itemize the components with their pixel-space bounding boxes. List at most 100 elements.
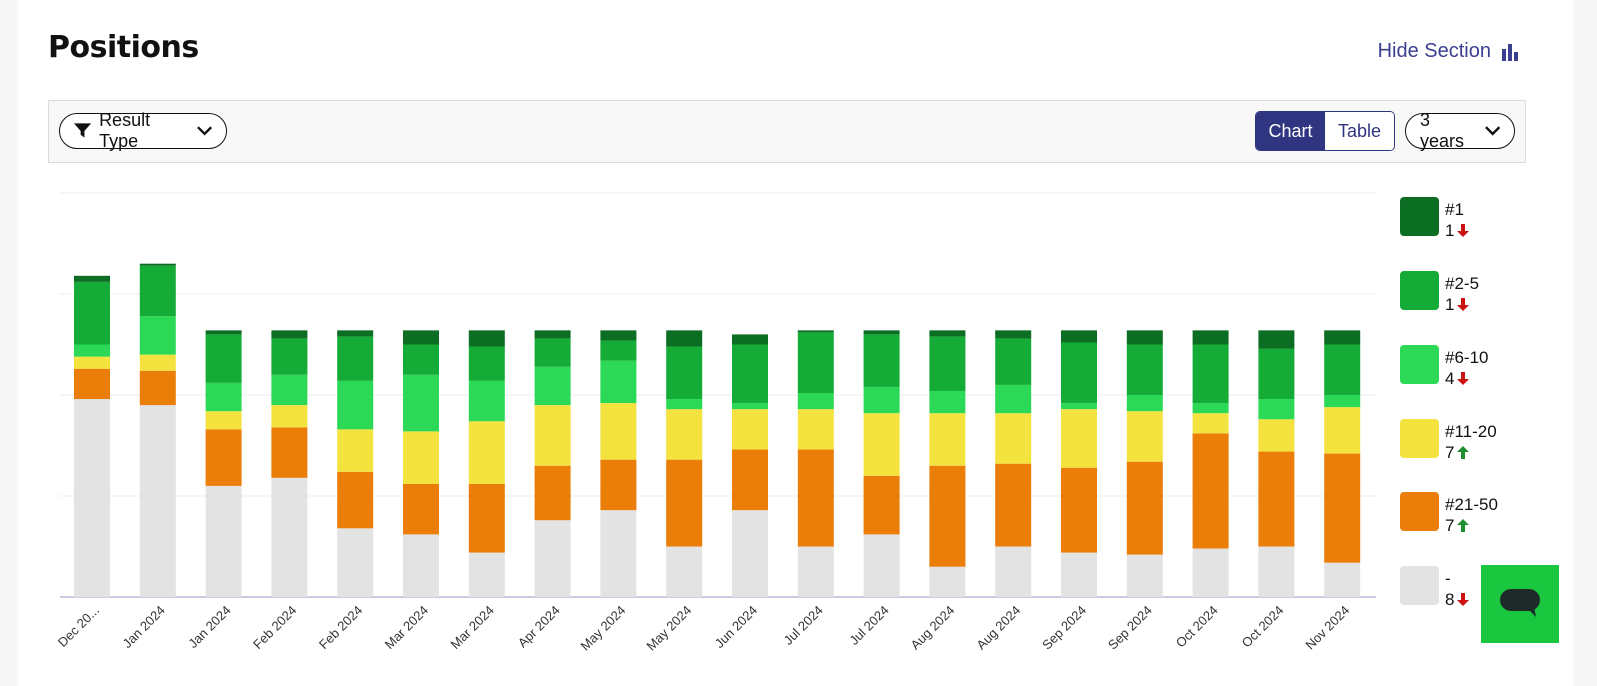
bar-segment[interactable] <box>1258 546 1295 598</box>
bar-segment[interactable] <box>205 330 242 335</box>
bar-segment[interactable] <box>468 552 505 597</box>
bar-segment[interactable] <box>863 475 900 535</box>
bar-segment[interactable] <box>337 330 374 337</box>
bar-segment[interactable] <box>1258 451 1295 547</box>
bar-segment[interactable] <box>863 334 900 387</box>
result-type-filter[interactable]: Result Type <box>59 110 227 151</box>
bar-segment[interactable] <box>271 477 308 597</box>
bar-segment[interactable] <box>600 360 637 404</box>
bar-segment[interactable] <box>1324 407 1361 454</box>
bar-segment[interactable] <box>337 471 374 529</box>
bar-segment[interactable] <box>271 330 308 339</box>
bar-segment[interactable] <box>797 409 834 450</box>
bar-segment[interactable] <box>403 374 439 432</box>
legend-item[interactable]: #11-20 7 <box>1400 419 1497 463</box>
bar-segment[interactable] <box>863 330 900 335</box>
bar-segment[interactable] <box>1061 330 1097 343</box>
bar-segment[interactable] <box>929 566 966 597</box>
period-select[interactable]: 3 years <box>1405 110 1515 151</box>
hide-section-button[interactable]: Hide Section <box>1378 40 1519 63</box>
bar-segment[interactable] <box>534 366 571 406</box>
bar-segment[interactable] <box>271 374 308 406</box>
bar-segment[interactable] <box>337 380 374 430</box>
bar-segment[interactable] <box>797 546 834 598</box>
bar-segment[interactable] <box>1192 403 1229 414</box>
bar-segment[interactable] <box>1324 344 1361 396</box>
bar-segment[interactable] <box>863 534 900 597</box>
bar-segment[interactable] <box>995 546 1032 598</box>
bar-segment[interactable] <box>468 421 505 484</box>
bar-segment[interactable] <box>1324 395 1361 408</box>
bar-segment[interactable] <box>534 520 571 597</box>
legend-item[interactable]: #6-10 4 <box>1400 345 1488 389</box>
bar-segment[interactable] <box>600 403 637 460</box>
bar-segment[interactable] <box>797 330 834 333</box>
bar-segment[interactable] <box>337 429 374 472</box>
bar-segment[interactable] <box>666 459 703 547</box>
bar-segment[interactable] <box>74 275 110 282</box>
bar-segment[interactable] <box>74 356 110 369</box>
bar-segment[interactable] <box>666 346 703 400</box>
bar-segment[interactable] <box>271 405 308 428</box>
bar-segment[interactable] <box>205 382 242 412</box>
bar-segment[interactable] <box>1192 330 1229 345</box>
bar-segment[interactable] <box>205 429 242 486</box>
bar-segment[interactable] <box>468 330 505 347</box>
bar-segment[interactable] <box>271 338 308 375</box>
bar-segment[interactable] <box>995 330 1032 339</box>
bar-segment[interactable] <box>403 344 439 375</box>
bar-segment[interactable] <box>205 411 242 430</box>
bar-segment[interactable] <box>666 399 703 410</box>
bar-segment[interactable] <box>74 344 110 357</box>
bar-segment[interactable] <box>995 413 1032 464</box>
bar-segment[interactable] <box>666 546 703 598</box>
bar-segment[interactable] <box>995 384 1032 414</box>
bar-segment[interactable] <box>732 510 768 597</box>
bar-segment[interactable] <box>1061 409 1097 468</box>
bar-segment[interactable] <box>403 534 439 597</box>
bar-segment[interactable] <box>534 330 571 339</box>
bar-segment[interactable] <box>600 340 637 361</box>
bar-segment[interactable] <box>797 449 834 547</box>
bar-segment[interactable] <box>468 483 505 553</box>
bar-segment[interactable] <box>995 463 1032 547</box>
bar-segment[interactable] <box>1324 453 1361 563</box>
bar-segment[interactable] <box>74 368 110 400</box>
bar-segment[interactable] <box>468 346 505 381</box>
bar-segment[interactable] <box>1126 554 1163 597</box>
bar-segment[interactable] <box>929 330 966 337</box>
chat-button[interactable] <box>1481 565 1559 643</box>
bar-segment[interactable] <box>337 528 374 597</box>
bar-segment[interactable] <box>1192 344 1229 404</box>
bar-segment[interactable] <box>600 459 637 511</box>
bar-segment[interactable] <box>205 334 242 383</box>
bar-segment[interactable] <box>797 332 834 393</box>
bar-segment[interactable] <box>1258 330 1295 349</box>
bar-segment[interactable] <box>666 409 703 460</box>
bar-segment[interactable] <box>468 380 505 422</box>
bar-segment[interactable] <box>863 413 900 476</box>
bar-segment[interactable] <box>534 465 571 521</box>
bar-segment[interactable] <box>929 465 966 567</box>
bar-segment[interactable] <box>1126 395 1163 412</box>
bar-segment[interactable] <box>797 392 834 410</box>
bar-segment[interactable] <box>1126 330 1163 345</box>
bar-segment[interactable] <box>732 403 768 410</box>
bar-segment[interactable] <box>74 399 110 597</box>
bar-segment[interactable] <box>995 338 1032 385</box>
bar-segment[interactable] <box>139 370 176 406</box>
bar-segment[interactable] <box>337 336 374 381</box>
bar-segment[interactable] <box>139 263 176 266</box>
bar-segment[interactable] <box>929 413 966 466</box>
table-view-button[interactable]: Table <box>1325 112 1394 150</box>
bar-segment[interactable] <box>1061 342 1097 404</box>
bar-segment[interactable] <box>1192 413 1229 434</box>
bar-segment[interactable] <box>1324 562 1361 597</box>
bar-segment[interactable] <box>139 265 176 317</box>
bar-segment[interactable] <box>403 330 439 345</box>
bar-segment[interactable] <box>139 316 176 355</box>
bar-segment[interactable] <box>534 338 571 367</box>
bar-segment[interactable] <box>929 336 966 391</box>
bar-segment[interactable] <box>1192 433 1229 549</box>
legend-item[interactable]: #2-5 1 <box>1400 271 1479 315</box>
